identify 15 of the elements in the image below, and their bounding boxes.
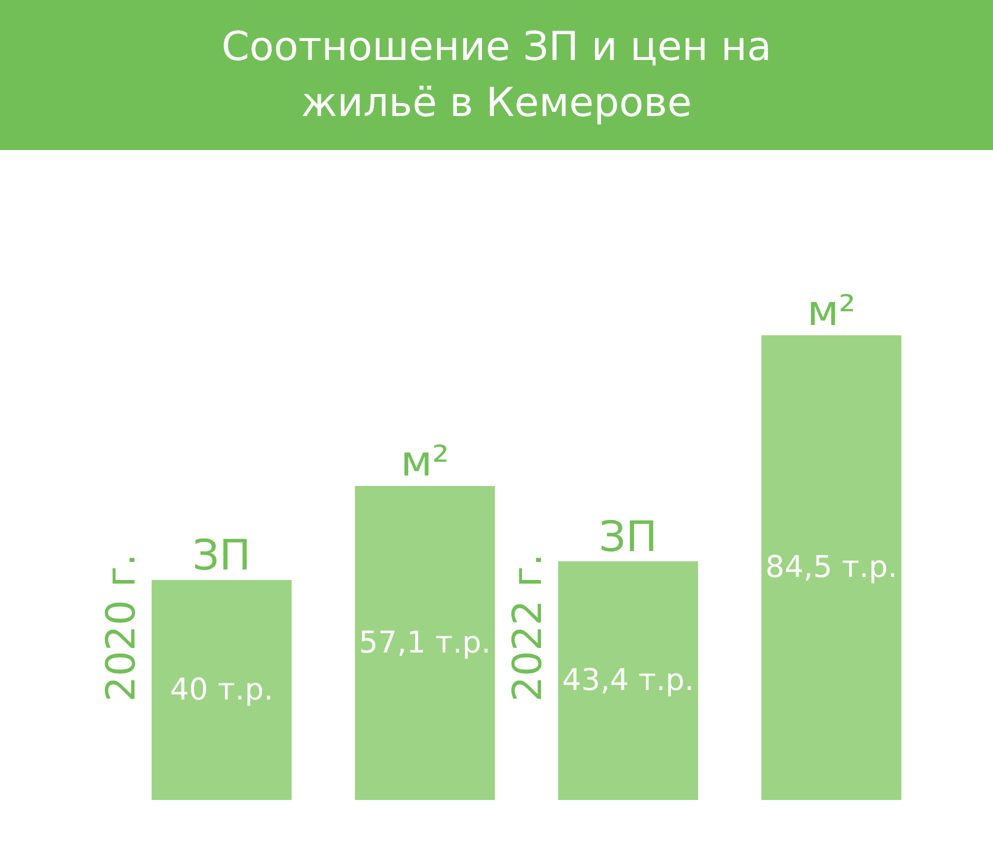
data-label: 57,1 т.р.	[358, 625, 491, 660]
x-tick-label: ЗП	[598, 512, 658, 561]
bar	[354, 486, 495, 800]
data-label: 43,4 т.р.	[562, 663, 694, 698]
x-tick-label: м²	[807, 286, 856, 335]
chart-title: Соотношение ЗП и цен на жильё в Кемерове	[220, 23, 772, 128]
bar	[558, 561, 698, 800]
data-label: 40 т.р.	[170, 672, 274, 708]
x-tick-label: м²	[400, 436, 450, 486]
annotation: 2022 г.	[505, 554, 552, 702]
bar	[761, 335, 902, 800]
data-label: 84,5 т.р.	[765, 550, 898, 586]
x-tick-label: ЗП	[192, 530, 251, 580]
annotation: 2020 г.	[98, 554, 145, 702]
bar	[152, 580, 292, 800]
